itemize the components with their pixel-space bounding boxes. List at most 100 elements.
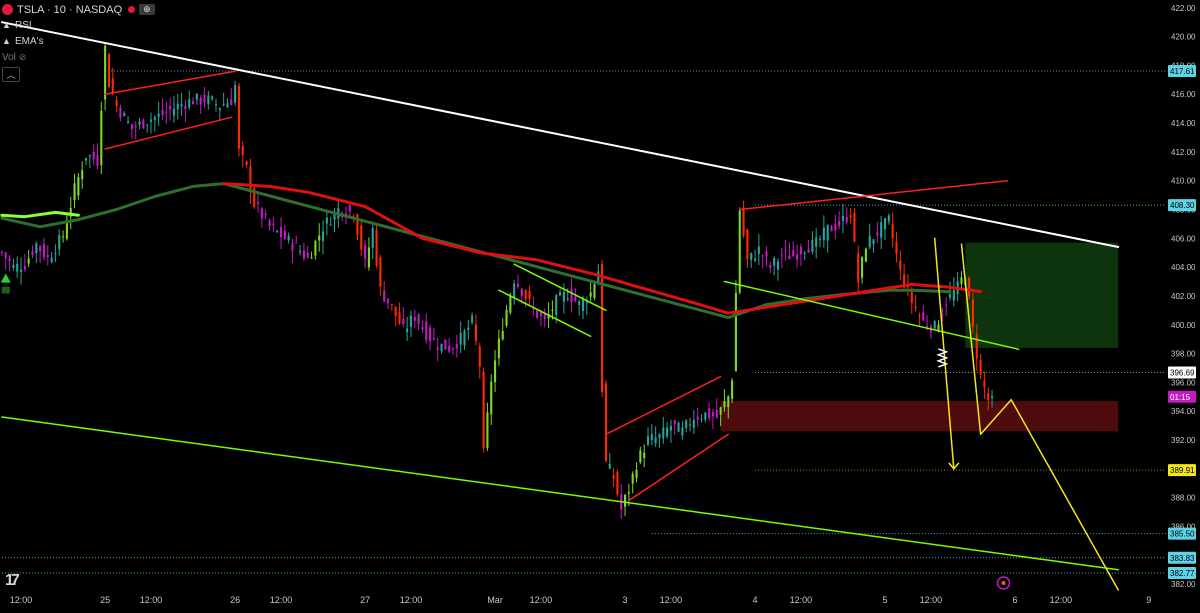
candle-body bbox=[753, 258, 757, 261]
candle-body bbox=[474, 324, 478, 342]
candle-body bbox=[375, 229, 378, 266]
candle-body bbox=[81, 170, 84, 180]
candle-body bbox=[444, 339, 447, 350]
candle-body bbox=[406, 328, 409, 332]
candle-body bbox=[750, 252, 753, 261]
price-axis-label: 410.00 bbox=[1171, 177, 1196, 186]
candle-body bbox=[142, 119, 145, 129]
candle-body bbox=[188, 99, 191, 108]
candle-body bbox=[165, 111, 168, 113]
candle-body bbox=[364, 244, 367, 259]
price-tag bbox=[1168, 551, 1196, 564]
candle-body bbox=[681, 427, 684, 436]
candle-body bbox=[157, 113, 160, 118]
candle-body bbox=[409, 315, 413, 327]
candle-body bbox=[555, 295, 558, 315]
candle-body bbox=[35, 243, 38, 253]
candle-body bbox=[627, 492, 630, 494]
candle-body bbox=[482, 371, 485, 449]
candle-body bbox=[360, 225, 363, 250]
support-line bbox=[723, 280, 1020, 351]
candle-body bbox=[971, 299, 974, 327]
time-axis-label: 27 bbox=[360, 595, 370, 605]
candle-body bbox=[692, 420, 695, 428]
candle-body bbox=[104, 45, 107, 100]
time-axis-label: 9 bbox=[1146, 595, 1151, 605]
rising-wedge-lower-line bbox=[628, 433, 730, 502]
candle-body bbox=[616, 472, 619, 495]
candle-body bbox=[119, 107, 122, 118]
resistance-line bbox=[738, 179, 1009, 211]
time-axis-label: 3 bbox=[623, 595, 628, 605]
candle-body bbox=[551, 309, 554, 311]
candle-body bbox=[4, 252, 7, 259]
price-axis-label: 416.00 bbox=[1171, 90, 1196, 99]
symbol-title[interactable]: TSLA · 10 · NASDAQ bbox=[17, 3, 123, 16]
tradingview-logo-icon: 17 bbox=[5, 572, 20, 589]
candle-body bbox=[968, 277, 971, 297]
candle-body bbox=[0, 251, 3, 253]
hidden-eye-icon[interactable]: ⊘ bbox=[18, 52, 27, 62]
candle-body bbox=[662, 427, 665, 439]
candle-body bbox=[604, 383, 607, 461]
candle-body bbox=[333, 212, 336, 220]
candle-body bbox=[176, 103, 179, 110]
price-axis-label: 398.00 bbox=[1171, 350, 1196, 359]
candle-body bbox=[329, 224, 332, 226]
candle-body bbox=[635, 469, 638, 479]
candle-body bbox=[914, 306, 917, 309]
candle-body bbox=[207, 95, 210, 105]
collapse-legend-button[interactable]: ︿ bbox=[2, 67, 20, 82]
candle-body bbox=[796, 254, 799, 260]
candle-body bbox=[88, 155, 91, 157]
candle-body bbox=[826, 224, 829, 241]
time-axis-label: 12:00 bbox=[1050, 595, 1073, 605]
candle-body bbox=[513, 283, 516, 299]
candle-body bbox=[532, 308, 535, 310]
price-axis-label: 420.00 bbox=[1171, 33, 1196, 42]
indicator-vol[interactable]: Vol ⊘ bbox=[2, 50, 155, 65]
symbol-row[interactable]: TSLA · 10 · NASDAQ ⊕ bbox=[2, 2, 155, 17]
candle-body bbox=[440, 343, 443, 352]
candle-body bbox=[73, 183, 76, 201]
candle-body bbox=[872, 239, 875, 245]
candle-body bbox=[138, 121, 141, 125]
ema-fast-line bbox=[0, 210, 80, 219]
candle-body bbox=[509, 295, 512, 313]
price-tag bbox=[1168, 366, 1196, 379]
flag-lower-line bbox=[498, 289, 592, 338]
candle-body bbox=[983, 380, 986, 388]
candle-body bbox=[922, 312, 925, 321]
candle-body bbox=[941, 314, 944, 316]
candle-body bbox=[222, 104, 225, 106]
candle-body bbox=[547, 314, 550, 319]
indicator-rsi[interactable]: ▲ RSI bbox=[2, 18, 155, 33]
candle-body bbox=[471, 315, 474, 323]
indicator-emas[interactable]: ▲ EMA's bbox=[2, 34, 155, 49]
price-tag-label: 417.61 bbox=[1170, 67, 1195, 76]
candle-body bbox=[390, 304, 393, 306]
candle-body bbox=[746, 229, 749, 260]
candle-body bbox=[54, 253, 57, 255]
candle-body bbox=[520, 288, 523, 297]
candle-body bbox=[276, 231, 279, 233]
candle-body bbox=[253, 188, 256, 207]
candle-body bbox=[130, 124, 133, 130]
candle-body bbox=[127, 121, 130, 123]
price-tag bbox=[1168, 390, 1196, 403]
candle-body bbox=[180, 104, 183, 107]
candle-body bbox=[646, 436, 650, 445]
candle-body bbox=[50, 257, 53, 263]
candle-body bbox=[937, 324, 940, 332]
candle-body bbox=[23, 265, 26, 270]
candle-body bbox=[838, 220, 841, 226]
candle-body bbox=[134, 125, 137, 128]
candle-body bbox=[952, 290, 955, 301]
tesla-logo-icon bbox=[2, 4, 13, 15]
candle-body bbox=[899, 260, 902, 270]
candle-body bbox=[42, 243, 46, 258]
candle-body bbox=[910, 291, 913, 304]
candle-body bbox=[769, 264, 772, 268]
